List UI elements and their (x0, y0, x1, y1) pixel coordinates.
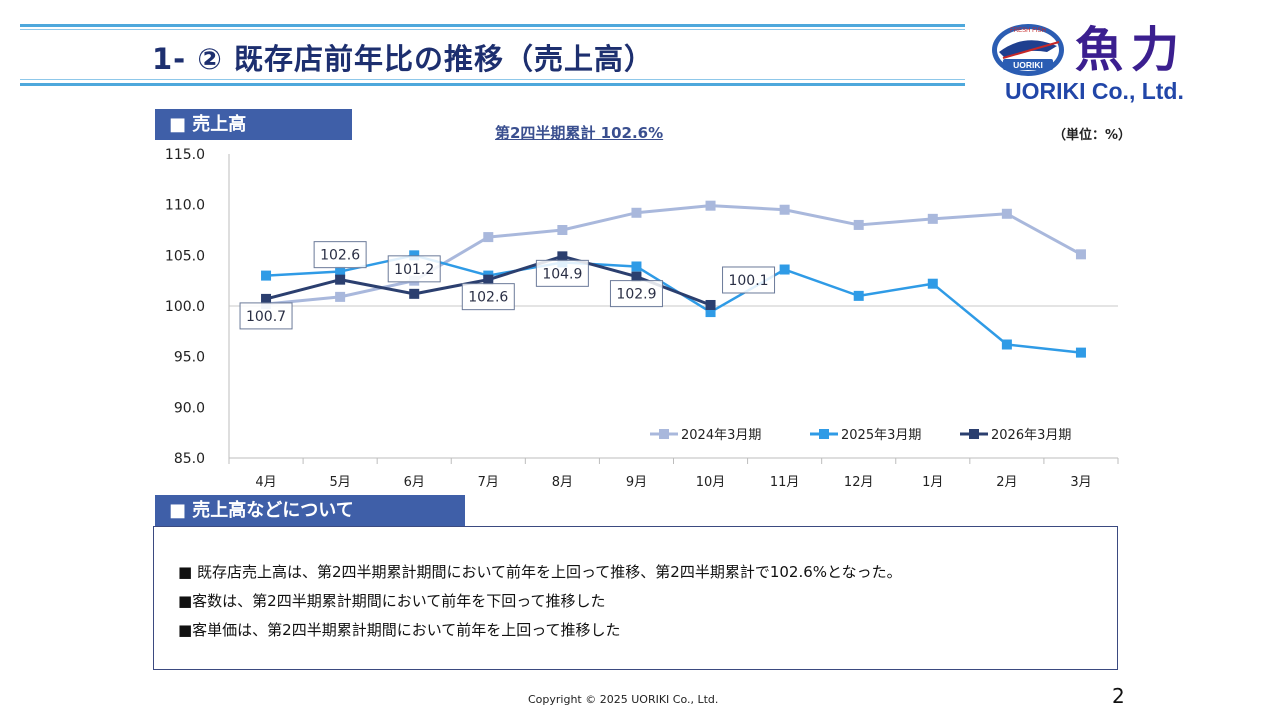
series-1-marker (557, 225, 568, 235)
data-label: 101.2 (387, 255, 441, 283)
data-label-text: 100.1 (728, 273, 768, 289)
page-number: 2 (1112, 684, 1125, 708)
data-label: 102.9 (609, 280, 663, 308)
x-tick-label: 4月 (255, 475, 276, 490)
series-line-1 (265, 204, 1082, 306)
note-line-3: ■客単価は、第2四半期累計期間において前年を上回って推移した (178, 621, 621, 639)
data-label-text: 102.6 (468, 290, 508, 306)
logo-badge-bottom: UORIKI (1013, 60, 1043, 70)
chart-subtitle: 第2四半期累計 102.6% (495, 124, 664, 142)
data-label-text: 101.2 (394, 262, 434, 278)
x-tick-label: 12月 (844, 475, 874, 490)
series-2-marker (1075, 347, 1086, 358)
data-label-text: 104.9 (542, 266, 582, 282)
data-label-box (387, 255, 441, 283)
data-label-text: 102.9 (616, 287, 656, 303)
series-2-marker (1001, 339, 1012, 350)
series-3-marker (705, 299, 716, 310)
y-tick-label: 95.0 (174, 350, 205, 366)
notes-section-heading: ■ 売上高などについて (155, 495, 465, 526)
series-2-marker (705, 307, 716, 318)
x-tick-label: 7月 (478, 475, 499, 490)
series-3-marker (483, 274, 494, 285)
title-bottom-line-thin (20, 79, 965, 80)
y-tick-label: 100.0 (165, 299, 205, 315)
legend-swatch-marker (659, 429, 669, 439)
copyright: Copyright © 2025 UORIKI Co., Ltd. (528, 693, 719, 706)
logo-company-name: UORIKI Co., Ltd. (1005, 78, 1184, 104)
series-1-marker (631, 207, 642, 218)
series-1-marker (1001, 208, 1012, 219)
series-2-marker (409, 250, 420, 261)
page-title: 1‐ ② 既存店前年比の推移（売上高） (152, 42, 654, 76)
series-3-marker (631, 271, 642, 282)
series-2-marker (335, 266, 346, 277)
data-label: 100.1 (722, 266, 776, 294)
data-label-box (535, 259, 589, 287)
series-1-marker (1075, 249, 1086, 260)
logo-text: 魚力 (1075, 22, 1187, 78)
data-label-box (722, 266, 776, 294)
x-tick-label: 2月 (996, 475, 1017, 490)
note-line-1: ■ 既存店売上高は、第2四半期累計期間において前年を上回って推移、第2四半期累計… (178, 563, 902, 581)
series-1-marker (927, 213, 938, 224)
y-tick-label: 85.0 (174, 451, 205, 467)
title-top-line-thin (20, 29, 965, 30)
title-bottom-line (20, 83, 965, 86)
data-label-box (313, 241, 367, 269)
series-1-marker (705, 200, 716, 211)
series-3-marker (261, 293, 272, 304)
notes-box (153, 526, 1118, 670)
legend-swatch-marker (819, 429, 829, 439)
data-label: 102.6 (461, 283, 515, 311)
data-label-text: 100.7 (246, 309, 286, 325)
series-2-marker (631, 261, 642, 272)
company-logo: FRESH FISH UORIKI 魚力 (992, 22, 1187, 78)
data-label: 100.7 (239, 302, 293, 330)
series-3-marker (557, 251, 568, 262)
data-label-text: 102.6 (320, 248, 360, 264)
series-1-marker (853, 219, 864, 230)
x-tick-label: 5月 (329, 475, 350, 490)
series-1-marker (335, 291, 346, 302)
series-3-marker (335, 274, 346, 285)
series-2-marker (927, 278, 938, 289)
chart-section-heading: ■ 売上高 (155, 109, 352, 140)
series-1-marker (779, 204, 790, 215)
data-label-box (239, 302, 293, 330)
y-tick-label: 90.0 (174, 400, 205, 416)
legend-label: 2024年3月期 (681, 428, 761, 443)
unit-label: （単位：%） (1053, 128, 1132, 143)
x-tick-label: 1月 (922, 475, 943, 490)
y-tick-label: 105.0 (165, 248, 205, 264)
series-2-marker (779, 264, 790, 275)
data-label-box (609, 280, 663, 308)
data-label: 102.6 (313, 241, 367, 269)
note-line-2: ■客数は、第2四半期累計期間において前年を下回って推移した (178, 592, 606, 610)
logo-badge-top: FRESH FISH (1010, 28, 1046, 34)
x-tick-label: 6月 (404, 475, 425, 490)
legend-label: 2026年3月期 (991, 428, 1071, 443)
series-2-marker (261, 270, 272, 281)
y-tick-label: 110.0 (165, 198, 205, 214)
x-tick-label: 3月 (1070, 475, 1091, 490)
x-tick-label: 11月 (770, 475, 800, 490)
x-tick-label: 8月 (552, 475, 573, 490)
data-label: 104.9 (535, 259, 589, 287)
x-tick-label: 9月 (626, 475, 647, 490)
legend-swatch-marker (969, 429, 979, 439)
series-2-marker (853, 290, 864, 301)
legend-label: 2025年3月期 (841, 428, 921, 443)
series-1-marker (483, 232, 494, 243)
title-top-line (20, 24, 965, 27)
y-tick-label: 115.0 (165, 147, 205, 163)
sales-chart: 85.0 90.0 95.0 100.0 105.0 110.0 115.0 4月 5月 6月 7月… (165, 147, 1119, 490)
data-label-box (461, 283, 515, 311)
series-3-marker (409, 288, 420, 299)
fish-icon (999, 40, 1057, 58)
x-tick-label: 10月 (696, 475, 726, 490)
